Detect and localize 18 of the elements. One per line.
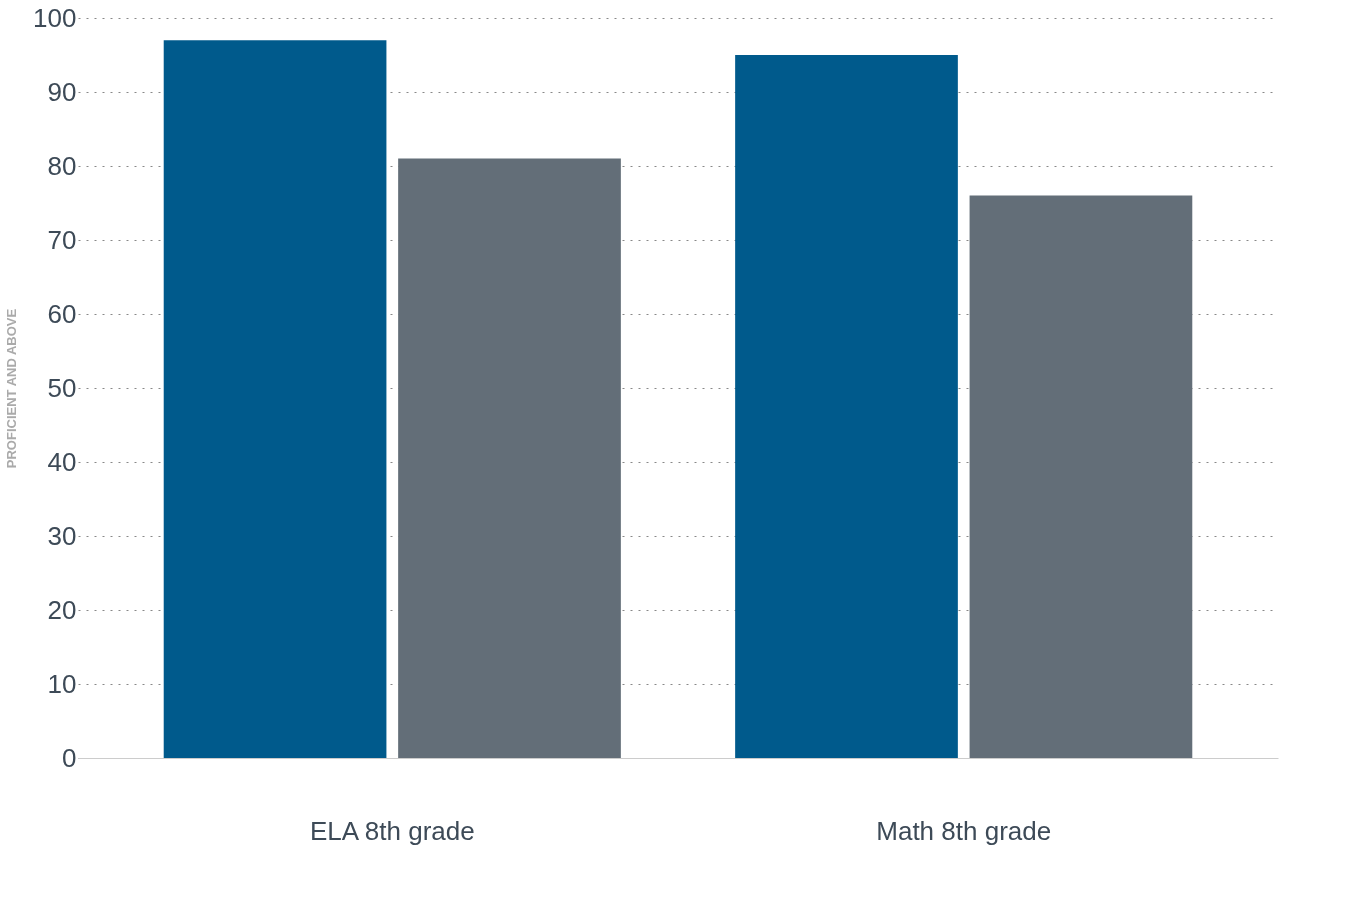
y-tick-label: 20 (47, 594, 77, 625)
bar (735, 55, 958, 758)
y-tick-label: 100 (33, 2, 77, 33)
x-tick-label: ELA 8th grade (309, 815, 475, 846)
bar (398, 158, 621, 758)
y-tick-label: 90 (47, 76, 77, 107)
y-tick-label: 70 (47, 224, 77, 255)
y-axis-title: PROFICIENT AND ABOVE (4, 308, 20, 469)
y-tick-label: 10 (47, 668, 77, 699)
x-tick-label: Math 8th grade (876, 815, 1052, 846)
y-tick-label: 50 (47, 372, 77, 403)
bar (163, 40, 387, 758)
y-tick-label: 40 (47, 446, 77, 477)
y-tick-label: 80 (47, 150, 77, 181)
y-tick-label: 60 (47, 298, 77, 329)
y-tick-label: 0 (62, 742, 77, 773)
bar (969, 195, 1193, 758)
y-tick-label: 30 (47, 520, 77, 551)
